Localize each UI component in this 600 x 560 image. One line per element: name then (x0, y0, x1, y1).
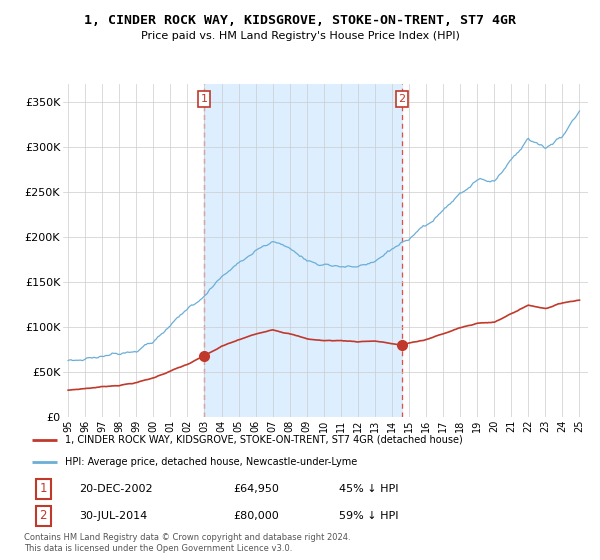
Text: 20-DEC-2002: 20-DEC-2002 (79, 484, 153, 494)
Text: HPI: Average price, detached house, Newcastle-under-Lyme: HPI: Average price, detached house, Newc… (65, 457, 358, 466)
Text: Price paid vs. HM Land Registry's House Price Index (HPI): Price paid vs. HM Land Registry's House … (140, 31, 460, 41)
Text: 45% ↓ HPI: 45% ↓ HPI (338, 484, 398, 494)
Text: 1, CINDER ROCK WAY, KIDSGROVE, STOKE-ON-TRENT, ST7 4GR: 1, CINDER ROCK WAY, KIDSGROVE, STOKE-ON-… (84, 14, 516, 27)
Text: 30-JUL-2014: 30-JUL-2014 (79, 511, 148, 521)
Text: £64,950: £64,950 (234, 484, 280, 494)
Text: 1: 1 (40, 482, 47, 495)
Text: 1: 1 (200, 94, 208, 104)
Text: 2: 2 (40, 510, 47, 522)
Text: 1, CINDER ROCK WAY, KIDSGROVE, STOKE-ON-TRENT, ST7 4GR (detached house): 1, CINDER ROCK WAY, KIDSGROVE, STOKE-ON-… (65, 435, 463, 445)
Text: 2: 2 (398, 94, 406, 104)
Text: Contains HM Land Registry data © Crown copyright and database right 2024.
This d: Contains HM Land Registry data © Crown c… (24, 533, 350, 553)
Bar (204, 84, 402, 417)
Text: 59% ↓ HPI: 59% ↓ HPI (338, 511, 398, 521)
Text: £80,000: £80,000 (234, 511, 280, 521)
